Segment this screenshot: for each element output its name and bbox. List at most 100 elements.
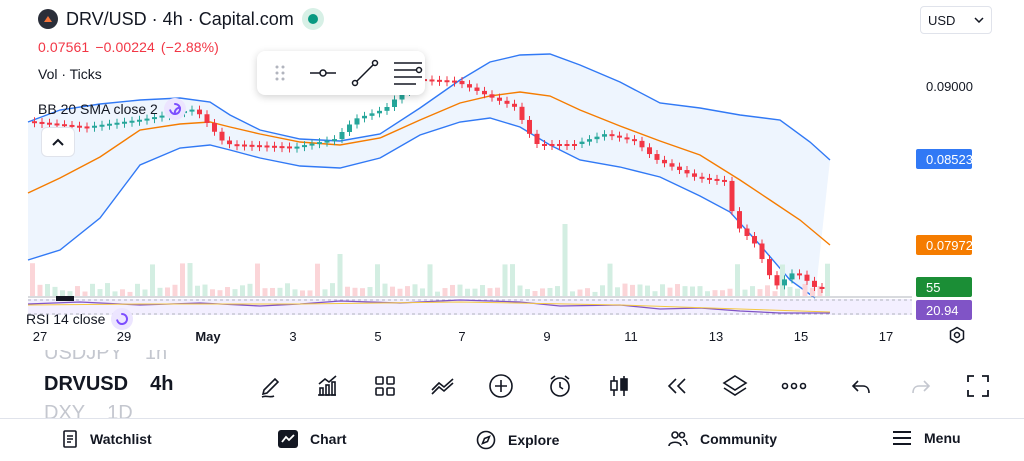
pane-resize-handle: [56, 296, 74, 301]
currency-select[interactable]: USD: [920, 6, 992, 34]
nav-explore[interactable]: Explore: [476, 430, 559, 450]
candle: [819, 286, 825, 289]
candle: [579, 141, 585, 144]
collapse-legend-button[interactable]: [41, 127, 75, 157]
symbol-item[interactable]: DXY 1D: [44, 402, 137, 418]
volume-bar: [525, 289, 530, 296]
more-icon[interactable]: [778, 370, 810, 402]
symbol-item-active[interactable]: DRVUSD 4h: [44, 373, 180, 396]
undo-icon[interactable]: [845, 370, 877, 402]
time-label: 17: [878, 329, 894, 344]
chevron-down-icon: [974, 17, 984, 23]
volume-bar: [810, 288, 815, 296]
axis-settings-button[interactable]: [948, 326, 966, 349]
candle: [729, 180, 735, 212]
candle: [152, 117, 157, 120]
candle: [602, 134, 607, 137]
nav-chart[interactable]: Chart: [278, 430, 347, 448]
add-icon[interactable]: [485, 370, 517, 402]
volume-bar: [435, 291, 440, 296]
candle: [272, 145, 277, 148]
symbol-switcher[interactable]: USDJPY 1h DRVUSD 4h DXY 1D: [44, 350, 184, 418]
volume-bar: [465, 288, 470, 296]
drawings-icon[interactable]: [427, 370, 459, 402]
candle: [32, 121, 37, 124]
candle: [249, 144, 255, 147]
loading-spinner-icon: [163, 98, 186, 120]
nav-menu[interactable]: Menu: [892, 430, 961, 446]
volume-bar: [150, 264, 155, 296]
volume-indicator-legend[interactable]: Vol · Ticks: [38, 66, 102, 82]
candle: [257, 145, 262, 148]
candle: [797, 273, 802, 276]
candle: [812, 280, 817, 287]
candle: [294, 146, 300, 149]
volume-bar: [630, 284, 635, 296]
volume-bar: [555, 286, 560, 296]
volume-bar: [195, 285, 200, 296]
volume-bar: [600, 285, 605, 296]
symbol-name: DXY: [44, 402, 86, 418]
candle: [474, 87, 480, 91]
candle: [774, 275, 780, 286]
more-line-tools-icon[interactable]: [391, 55, 426, 91]
bollinger-basis: [27, 91, 831, 246]
time-label: 3: [289, 329, 297, 344]
volume-bar: [637, 284, 643, 296]
volume-bar: [487, 288, 493, 296]
volume-bar: [337, 254, 343, 296]
candle: [444, 80, 450, 83]
alert-clock-icon[interactable]: [544, 370, 576, 402]
volume-bar: [105, 283, 110, 296]
time-label: 11: [624, 329, 638, 344]
time-label: 27: [32, 329, 48, 344]
rsi-indicator-legend[interactable]: RSI 14 close: [26, 308, 134, 330]
layers-icon[interactable]: [719, 370, 751, 402]
chart-area[interactable]: DRV/USD · 4h · Capital.com 0.07561 −0.002…: [0, 0, 1024, 350]
volume-bar: [52, 286, 58, 296]
redo-icon[interactable]: [905, 370, 937, 402]
settings-hex-icon: [949, 326, 965, 344]
volume-bar: [532, 291, 538, 296]
pencil-icon[interactable]: [255, 370, 287, 402]
time-label: 7: [458, 329, 466, 344]
candle: [144, 118, 150, 121]
candle: [684, 170, 690, 174]
volume-bar: [255, 263, 260, 296]
price-chart[interactable]: [0, 0, 1024, 350]
volume-bar: [795, 288, 800, 296]
replay-icon[interactable]: [661, 370, 693, 402]
candle: [339, 132, 345, 140]
volume-bar: [127, 291, 133, 296]
bottom-navigation: Watchlist Chart Explore Community Menu: [0, 418, 1024, 461]
candles-icon[interactable]: [603, 370, 635, 402]
candle: [234, 144, 240, 147]
rsi-band: [28, 299, 912, 315]
drag-handle-icon[interactable]: [263, 55, 298, 91]
candle: [557, 144, 562, 146]
volume-bar: [720, 290, 725, 296]
candle: [624, 137, 630, 140]
symbol-title[interactable]: DRV/USD · 4h · Capital.com: [66, 8, 294, 29]
volume-bar: [225, 287, 230, 296]
nav-watchlist[interactable]: Watchlist: [62, 430, 152, 448]
candle: [197, 109, 202, 115]
fullscreen-icon[interactable]: [962, 370, 994, 402]
indicators-icon[interactable]: [311, 370, 343, 402]
volume-bar: [690, 286, 695, 296]
bollinger-indicator-legend[interactable]: BB 20 SMA close 2: [38, 98, 186, 120]
candle: [594, 136, 600, 140]
trend-line-tool-icon[interactable]: [348, 55, 383, 91]
volume-bar: [120, 289, 125, 296]
layouts-icon[interactable]: [369, 370, 401, 402]
candle: [69, 124, 75, 127]
candle: [737, 211, 742, 229]
candle: [639, 140, 645, 148]
horizontal-line-tool-icon[interactable]: [306, 55, 341, 91]
symbol-item[interactable]: USDJPY 1h: [44, 350, 175, 365]
candle: [392, 99, 397, 107]
volume-bar: [742, 289, 748, 296]
candle: [617, 135, 622, 138]
candle: [572, 144, 577, 146]
nav-community[interactable]: Community: [668, 430, 777, 448]
